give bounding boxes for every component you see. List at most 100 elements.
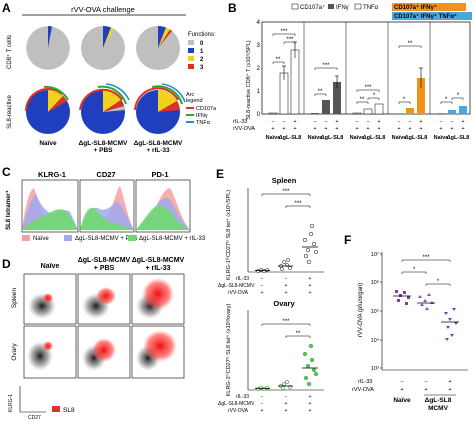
group-label-naive: Naïve <box>393 397 411 404</box>
sign: + <box>285 290 288 296</box>
panel-c-legend: Naïve ΔgL-SL8-MCMV + PBS ΔgL-SL8-MCMV + … <box>22 235 206 242</box>
sign: + <box>309 290 312 296</box>
d-col-naive: Naïve <box>41 263 60 270</box>
arc-label-ifng: IFNγ <box>196 113 208 119</box>
legend-label-3: 3 <box>200 65 204 71</box>
bar-tp-naive <box>437 113 445 114</box>
sign: − <box>282 119 285 125</box>
marker-cd27: CD27 <box>96 170 115 179</box>
ytick: 3 <box>257 43 261 49</box>
f-points <box>393 290 459 341</box>
row-label: rIL-33 <box>358 379 372 385</box>
sign: − <box>261 276 264 282</box>
bar-tnfa-naive <box>352 112 362 115</box>
panel-e-letter: E <box>216 167 224 181</box>
sig-mark: *** <box>294 201 302 207</box>
bar-cd107a-ril33 <box>290 49 300 115</box>
sig-mark: *** <box>282 319 290 325</box>
marker-pd1: PD-1 <box>151 170 168 179</box>
sign: − <box>313 119 316 125</box>
dotplot-spleen-naive <box>23 273 77 325</box>
legend-label-1: 1 <box>200 49 204 55</box>
legend-bg-cd107a-ifng <box>392 3 466 11</box>
ytick: 4 <box>257 20 261 26</box>
bar-tnfa-pbs <box>363 108 373 115</box>
sign: − <box>324 119 327 125</box>
e-spleen-conditions: rIL-33 ΔgL-SL8-MCMV rVV-OVA − − + − + + … <box>218 276 312 296</box>
functions-title: Functions: <box>188 32 216 38</box>
sign: + <box>439 126 442 132</box>
legend-sl8: SL8 <box>63 407 75 414</box>
sig-mark: ** <box>408 41 413 47</box>
col-label-naive: Naïve <box>39 140 57 147</box>
sign: + <box>461 126 464 132</box>
row-label-sl8: SL8-reactive <box>7 94 13 128</box>
ytick: 10⁴ <box>371 337 380 344</box>
bar-dp-ril33 <box>417 78 425 114</box>
sign: + <box>313 126 316 132</box>
f-yticks: 10³ 10⁴ 10⁵ 10⁶ 10⁷ <box>371 251 380 372</box>
sign: + <box>424 387 427 393</box>
sign: − <box>450 119 453 125</box>
histogram-cd27 <box>79 179 135 233</box>
sign: − <box>261 401 264 407</box>
ytick: 2 <box>257 66 261 72</box>
legend-naive: Naïve <box>33 236 49 242</box>
panel-a: A rVV-OVA challenge CD8⁺ T cells SL8-rea… <box>2 1 217 154</box>
group-label: ΔgL-SL8 <box>321 135 344 141</box>
sign: + <box>285 401 288 407</box>
col-label-ril33-2: + rIL-33 <box>146 147 170 154</box>
pie-sl8-ril33 <box>134 83 186 134</box>
marker-klrg1: KLRG-1 <box>38 170 66 179</box>
axis-cd27: CD27 <box>28 415 41 421</box>
e-spleen-title: Spleen <box>272 176 297 185</box>
d-row-spleen: Spleen <box>11 288 18 309</box>
sign: − <box>400 379 403 385</box>
e-ovary-ylabel: KLRG-1ʰⁱCD27ˡᵒ SL8 tet⁺ (x10³/ovary) <box>224 303 232 396</box>
panel-b-legend: CD107a⁺ IFNγ TNFα CD107a⁺ IFNγ⁺ CD107a⁺ … <box>291 3 472 20</box>
sig-mark: * <box>373 93 376 99</box>
sign: + <box>285 283 288 289</box>
bar-tp-pbs <box>448 110 456 114</box>
f-ylabel: rVV-OVA (pfu/organ) <box>358 283 364 338</box>
ytick: 1 <box>257 89 261 95</box>
sign: − <box>424 379 427 385</box>
e-spleen-points <box>255 223 319 273</box>
ytick: 10³ <box>371 366 379 372</box>
error-bars <box>282 41 423 88</box>
panel-f-letter: F <box>344 233 351 247</box>
legend-swatch-sl8 <box>52 406 60 412</box>
pie-sl8-naive <box>24 85 70 134</box>
dotplot-ovary-naive <box>23 325 77 379</box>
dotplot-ovary-ril33 <box>131 325 185 379</box>
significance-b: *** ** *** *** ** *** ** * ** * * * <box>272 29 464 104</box>
ytick: 10⁶ <box>371 279 379 286</box>
sign: + <box>324 126 327 132</box>
bar-cd107a-naive <box>268 112 278 115</box>
panel-c: C KLRG-1 CD27 PD-1 SL8 tetramer⁺ Naïve <box>2 165 206 242</box>
e-ovary-conditions: rIL-33 ΔgL-SL8-MCMV rVV-OVA − − + − + + … <box>218 394 312 414</box>
group-label: ΔgL-SL8 <box>363 135 386 141</box>
arc-legend-title-1: Arc <box>186 92 195 98</box>
sign: − <box>285 394 288 400</box>
sign: + <box>366 126 369 132</box>
sign: + <box>408 126 411 132</box>
functions-legend: Functions: 0 1 2 3 <box>188 32 216 71</box>
pie-cd8-pbs <box>81 25 125 70</box>
sign: + <box>419 126 422 132</box>
e-spleen-sig: *** *** <box>261 189 311 208</box>
legend-swatch-2 <box>188 56 194 61</box>
histogram-klrg1 <box>21 179 79 233</box>
sign: + <box>282 126 285 132</box>
sign: + <box>419 119 422 125</box>
sign: + <box>461 119 464 125</box>
legend-swatch-pbs <box>64 235 72 241</box>
arc-legend: Arc legend CD107a IFNγ TNFα <box>186 92 217 126</box>
sig-mark: * <box>445 97 448 103</box>
sig-mark: *** <box>282 189 290 195</box>
histogram-pd1 <box>135 179 191 233</box>
ytick: 10⁷ <box>371 251 379 258</box>
sign: + <box>377 119 380 125</box>
sign: + <box>271 126 274 132</box>
